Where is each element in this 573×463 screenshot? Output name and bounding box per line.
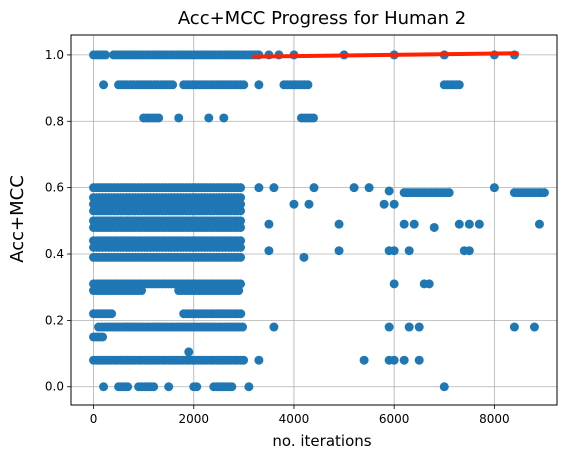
scatter-point (264, 219, 274, 229)
scatter-point (254, 183, 264, 193)
scatter-point (454, 80, 464, 90)
scatter-point (236, 242, 246, 252)
scatter-point (424, 279, 434, 289)
scatter-point (474, 219, 484, 229)
scatter-point (309, 183, 319, 193)
scatter-point (269, 183, 279, 193)
scatter-point (204, 113, 214, 123)
x-tick-label: 2000 (178, 412, 209, 426)
scatter-point (359, 355, 369, 365)
scatter-point (98, 332, 108, 342)
scatter-point (154, 113, 164, 123)
scatter-point (539, 188, 549, 198)
scatter-point (414, 355, 424, 365)
scatter-point (384, 186, 394, 196)
scatter-point (239, 355, 249, 365)
scatter-point (254, 355, 264, 365)
y-axis-ticks: 0.0 0.2 0.4 0.6 0.8 1.0 (45, 48, 71, 394)
scatter-point (399, 355, 409, 365)
scatter-point (299, 252, 309, 262)
x-tick-label: 8000 (479, 412, 510, 426)
scatter-point (334, 246, 344, 256)
x-tick-label: 0 (90, 412, 98, 426)
scatter-point (464, 246, 474, 256)
scatter-point (234, 286, 244, 296)
scatter-point (304, 199, 314, 209)
scatter-point (107, 309, 117, 319)
scatter-point (509, 322, 519, 332)
x-tick-label: 4000 (279, 412, 310, 426)
scatter-point (409, 219, 419, 229)
scatter-point (192, 382, 202, 392)
scatter-point (123, 382, 133, 392)
scatter-point (99, 80, 109, 90)
scatter-point (244, 382, 254, 392)
scatter-point (269, 322, 279, 332)
scatter-point (334, 219, 344, 229)
scatter-point (389, 199, 399, 209)
plot-frame (70, 34, 558, 406)
x-tick-label: 6000 (379, 412, 410, 426)
scatter-point (414, 322, 424, 332)
scatter-point (379, 199, 389, 209)
scatter-point (184, 347, 194, 357)
y-tick-label: 0.8 (45, 114, 64, 128)
scatter-point (529, 322, 539, 332)
scatter-point (236, 309, 246, 319)
scatter-point (389, 279, 399, 289)
x-axis-ticks: 0 2000 4000 6000 8000 (90, 405, 510, 426)
scatter-point (174, 113, 184, 123)
scatter-point (303, 80, 313, 90)
trend-line-series (251, 51, 519, 59)
scatter-point (239, 80, 249, 90)
scatter-point (149, 382, 159, 392)
scatter-point (399, 219, 409, 229)
scatter-point (236, 252, 246, 262)
trend-line (251, 51, 519, 59)
scatter-point (389, 355, 399, 365)
scatter-point (236, 222, 246, 232)
scatter-point (101, 50, 111, 60)
scatter-point (534, 219, 544, 229)
y-axis-label: Acc+MCC (7, 175, 28, 263)
scatter-point (137, 286, 147, 296)
scatter-point (99, 382, 109, 392)
scatter-point (238, 322, 248, 332)
scatter-point (308, 113, 318, 123)
scatter-point (264, 246, 274, 256)
chart-title: Acc+MCC Progress for Human 2 (178, 8, 466, 29)
y-tick-label: 0.6 (45, 181, 64, 195)
scatter-point (439, 382, 449, 392)
scatter-series (89, 50, 549, 392)
scatter-point (289, 199, 299, 209)
y-tick-label: 0.2 (45, 313, 64, 327)
scatter-point (444, 188, 454, 198)
scatter-point (384, 322, 394, 332)
scatter-point (429, 222, 439, 232)
scatter-point (489, 183, 499, 193)
scatter-point (404, 246, 414, 256)
scatter-point (219, 113, 229, 123)
scatter-point (164, 382, 174, 392)
scatter-point (227, 382, 237, 392)
y-tick-label: 0.0 (45, 380, 64, 394)
scatter-point (464, 219, 474, 229)
scatter-point (349, 183, 359, 193)
scatter-point (404, 322, 414, 332)
y-tick-label: 0.4 (45, 247, 64, 261)
scatter-point (168, 80, 178, 90)
scatter-point (364, 183, 374, 193)
scatter-point (236, 183, 246, 193)
scatter-point (236, 206, 246, 216)
scatter-point (389, 246, 399, 256)
scatter-point (254, 80, 264, 90)
scatter-point (454, 219, 464, 229)
x-axis-label: no. iterations (272, 432, 371, 450)
y-tick-label: 1.0 (45, 48, 64, 62)
